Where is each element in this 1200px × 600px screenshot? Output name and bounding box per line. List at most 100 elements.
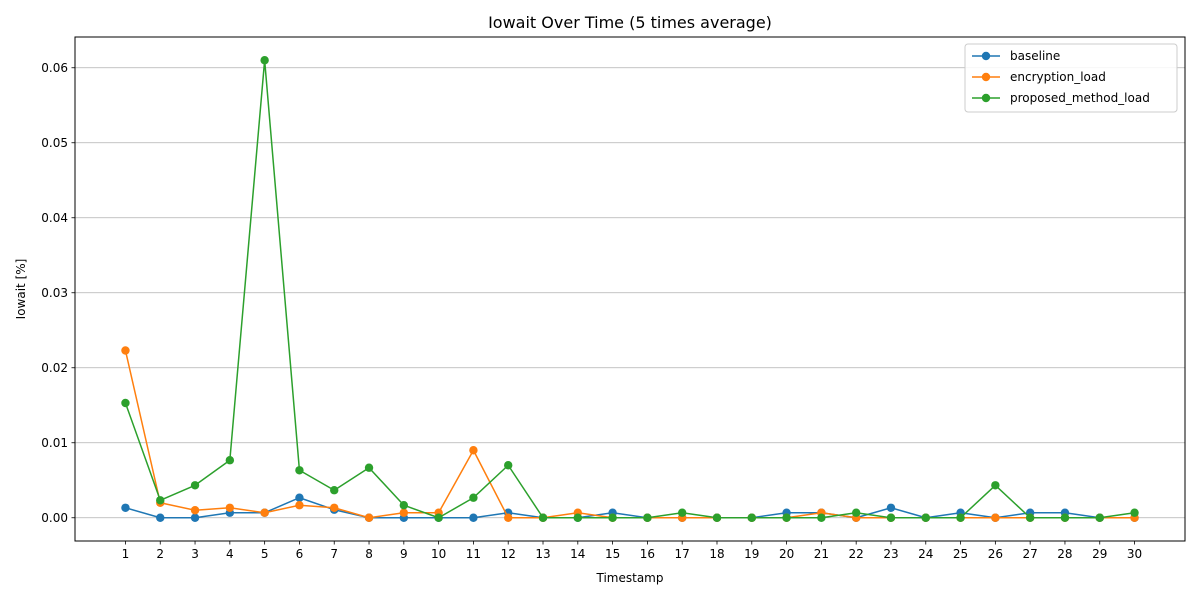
data-point — [156, 496, 165, 505]
data-point — [260, 508, 269, 517]
series-proposed-method-load — [121, 56, 1139, 522]
x-tick-label: 24 — [918, 547, 933, 561]
data-point — [295, 466, 304, 475]
y-axis: 0.00 0.01 0.02 0.03 0.04 0.05 0.06 — [41, 61, 75, 525]
x-tick-label: 30 — [1127, 547, 1142, 561]
data-point — [991, 481, 1000, 490]
data-point — [190, 481, 200, 490]
series-line — [124, 350, 1135, 519]
x-tick-label: 15 — [605, 547, 620, 561]
x-tick-label: 13 — [535, 547, 550, 561]
x-tick-label: 17 — [675, 547, 690, 561]
x-tick-label: 26 — [988, 547, 1003, 561]
data-point — [156, 513, 165, 522]
legend-label: encryption_load — [1010, 70, 1106, 84]
y-axis-label: Iowait [%] — [14, 259, 28, 320]
x-tick-label: 4 — [226, 547, 234, 561]
x-tick-label: 5 — [261, 547, 269, 561]
x-tick-label: 7 — [330, 547, 338, 561]
data-point — [399, 508, 409, 517]
data-point — [921, 513, 930, 522]
data-point — [469, 446, 478, 455]
x-axis-label: Timestamp — [596, 571, 664, 585]
x-tick-label: 18 — [709, 547, 724, 561]
data-point — [643, 513, 652, 522]
x-tick-label: 22 — [849, 547, 864, 561]
x-tick-label: 29 — [1092, 547, 1107, 561]
data-point — [851, 508, 861, 517]
data-point — [121, 398, 130, 408]
x-tick-label: 14 — [570, 547, 585, 561]
data-point — [121, 503, 130, 512]
data-point — [677, 508, 687, 517]
series-lines — [121, 56, 1139, 522]
x-tick-label: 27 — [1023, 547, 1038, 561]
x-tick-label: 19 — [744, 547, 759, 561]
x-axis: 1 2 3 4 5 6 7 8 9 10 11 12 13 14 15 16 17 18 19 20 21 22 23 24 2… — [122, 541, 1142, 561]
data-point — [1130, 508, 1139, 517]
y-tick-label: 0.02 — [41, 361, 68, 375]
x-tick-label: 11 — [466, 547, 481, 561]
legend-marker — [981, 72, 991, 82]
x-tick-label: 28 — [1057, 547, 1072, 561]
legend-marker — [981, 51, 991, 61]
legend-label: proposed_method_load — [1010, 91, 1150, 105]
x-tick-label: 3 — [191, 547, 199, 561]
data-point — [295, 501, 304, 510]
y-tick-label: 0.05 — [41, 136, 68, 150]
data-point — [225, 503, 235, 512]
y-tick-label: 0.04 — [41, 211, 68, 225]
x-tick-label: 23 — [883, 547, 898, 561]
legend-box — [964, 43, 1178, 113]
legend-marker — [981, 93, 991, 103]
data-point — [886, 503, 896, 512]
data-point — [782, 513, 791, 522]
data-point — [190, 513, 200, 522]
x-tick-label: 12 — [501, 547, 516, 561]
x-tick-label: 8 — [365, 547, 373, 561]
x-tick-label: 2 — [156, 547, 164, 561]
data-point — [608, 513, 617, 522]
data-point — [364, 463, 374, 472]
data-point — [573, 513, 583, 522]
data-point — [1060, 513, 1070, 522]
x-tick-label: 16 — [640, 547, 655, 561]
legend-label: baseline — [1010, 49, 1060, 63]
x-tick-label: 25 — [953, 547, 968, 561]
data-point — [538, 513, 548, 522]
x-tick-label: 20 — [779, 547, 794, 561]
series-encryption-load — [121, 346, 1139, 522]
x-tick-label: 10 — [431, 547, 446, 561]
data-point — [956, 513, 965, 522]
series-line — [125, 496, 1135, 519]
y-tick-label: 0.03 — [41, 286, 68, 300]
data-point — [190, 506, 200, 515]
chart-title: Iowait Over Time (5 times average) — [488, 13, 772, 32]
plot-area-frame — [74, 36, 1186, 542]
y-tick-label: 0.01 — [41, 436, 68, 450]
data-point — [330, 486, 339, 495]
data-point — [886, 513, 896, 522]
legend: baseline encryption_load proposed_method_l… — [964, 43, 1178, 113]
data-point — [295, 493, 304, 502]
series-line — [124, 59, 1135, 519]
data-point — [1025, 513, 1035, 522]
data-point — [364, 513, 374, 522]
data-point — [712, 513, 722, 522]
data-point — [399, 501, 409, 510]
data-point — [434, 513, 443, 522]
data-point — [225, 456, 235, 465]
x-tick-label: 9 — [400, 547, 408, 561]
y-tick-label: 0.06 — [41, 61, 68, 75]
data-point — [330, 503, 339, 512]
y-tick-label: 0.00 — [41, 511, 68, 525]
data-point — [991, 513, 1000, 522]
x-tick-label: 1 — [122, 547, 130, 561]
data-point — [747, 513, 756, 522]
data-point — [469, 513, 478, 522]
data-point — [469, 493, 478, 502]
data-point — [817, 513, 826, 522]
data-point — [121, 346, 130, 355]
data-point — [1095, 513, 1104, 522]
